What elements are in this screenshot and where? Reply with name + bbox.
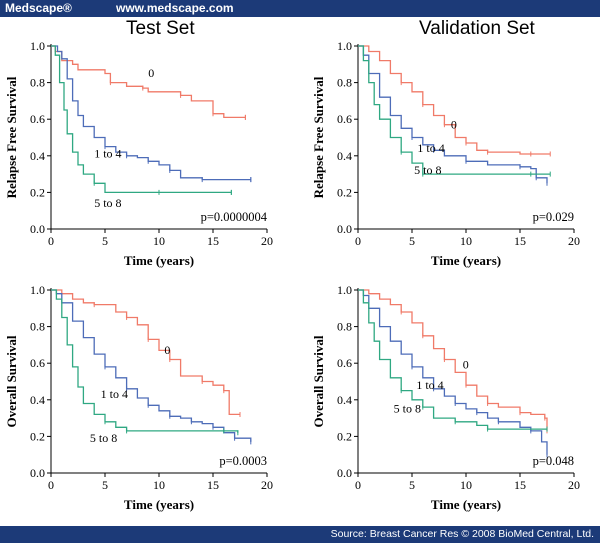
- y-tick-label: 0.4: [337, 393, 352, 407]
- series-line-group-1-to-4: [51, 289, 252, 442]
- x-tick-label: 0: [48, 478, 54, 492]
- x-tick-label: 20: [568, 478, 580, 492]
- x-tick-label: 5: [409, 478, 415, 492]
- x-tick-label: 20: [568, 234, 580, 248]
- y-tick-label: 0.8: [30, 320, 45, 334]
- y-tick-label: 0.0: [30, 466, 45, 480]
- series-line-group-5-to-8: [358, 289, 547, 430]
- x-tick-label: 5: [102, 234, 108, 248]
- x-tick-label: 20: [261, 478, 273, 492]
- x-tick-label: 10: [153, 234, 165, 248]
- y-tick-label: 1.0: [30, 39, 45, 53]
- series-label-group-0: 0: [148, 66, 154, 80]
- x-tick-label: 15: [514, 478, 526, 492]
- series-line-group-1-to-4: [358, 289, 548, 455]
- x-tick-label: 15: [514, 234, 526, 248]
- series-label-group-5-to-8: 5 to 8: [414, 163, 441, 177]
- series-label-group-0: 0: [451, 117, 457, 131]
- x-tick-label: 10: [460, 234, 472, 248]
- series-label-group-0: 0: [463, 358, 469, 372]
- x-tick-label: 0: [355, 234, 361, 248]
- medscape-logo[interactable]: Medscape®: [5, 1, 72, 15]
- x-tick-label: 5: [409, 234, 415, 248]
- series-label-group-1-to-4: 1 to 4: [94, 147, 121, 161]
- x-axis-label: Time (years): [431, 253, 501, 268]
- y-tick-label: 0.8: [30, 76, 45, 90]
- y-tick-label: 0.6: [337, 356, 352, 370]
- series-line-group-5-to-8: [51, 45, 232, 194]
- y-tick-label: 0.8: [337, 320, 352, 334]
- chart-val-os: 0 5 10 15 20 0.0 0.2 0.4 0.6 0.8 1.0 Time (years) Ov…: [311, 283, 580, 512]
- footer-bar: Source: Breast Cancer Res © 2008 BioMed …: [0, 526, 600, 543]
- series-line-group-0: [358, 45, 551, 155]
- x-tick-label: 10: [153, 478, 165, 492]
- series-line-group-0: [358, 289, 548, 431]
- y-axis-label: Overall Survival: [4, 335, 19, 427]
- series-label-group-5-to-8: 5 to 8: [90, 431, 117, 445]
- x-tick-label: 15: [207, 234, 219, 248]
- series-label-group-1-to-4: 1 to 4: [416, 378, 443, 392]
- x-tick-label: 0: [355, 478, 361, 492]
- p-value: p=0.0003: [219, 454, 267, 468]
- y-tick-label: 0.0: [337, 222, 352, 236]
- x-axis-label: Time (years): [124, 497, 194, 512]
- header-bar: Medscape® www.medscape.com: [0, 0, 600, 17]
- y-tick-label: 0.4: [30, 393, 45, 407]
- x-tick-label: 5: [102, 478, 108, 492]
- series-label-group-1-to-4: 1 to 4: [417, 141, 444, 155]
- x-axis-label: Time (years): [431, 497, 501, 512]
- series-line-group-5-to-8: [51, 289, 239, 433]
- x-tick-label: 15: [207, 478, 219, 492]
- chart-val-rfs: 0 5 10 15 20 0.0 0.2 0.4 0.6 0.8 1.0 Time (years) Re…: [311, 39, 580, 268]
- validation-set-title: Validation Set: [419, 18, 535, 39]
- y-tick-label: 0.2: [337, 429, 352, 443]
- site-url[interactable]: www.medscape.com: [116, 1, 234, 15]
- y-tick-label: 0.8: [337, 76, 352, 90]
- y-tick-label: 0.2: [30, 429, 45, 443]
- y-tick-label: 0.2: [337, 185, 352, 199]
- y-tick-label: 1.0: [30, 283, 45, 297]
- y-tick-label: 1.0: [337, 39, 352, 53]
- y-tick-label: 0.6: [337, 112, 352, 126]
- y-axis-label: Relapse Free Survival: [4, 76, 19, 198]
- series-line-group-1-to-4: [358, 45, 548, 184]
- p-value: p=0.029: [533, 210, 574, 224]
- test-set-title: Test Set: [126, 18, 195, 39]
- p-value: p=0.0000004: [201, 210, 268, 224]
- series-line-group-5-to-8: [358, 45, 551, 175]
- y-tick-label: 0.0: [30, 222, 45, 236]
- y-tick-label: 1.0: [337, 283, 352, 297]
- x-tick-label: 0: [48, 234, 54, 248]
- series-label-group-1-to-4: 1 to 4: [101, 387, 128, 401]
- series-label-group-0: 0: [164, 343, 170, 357]
- p-value: p=0.048: [533, 454, 574, 468]
- y-axis-label: Relapse Free Survival: [311, 76, 326, 198]
- series-line-group-0: [51, 289, 240, 416]
- y-tick-label: 0.4: [337, 149, 352, 163]
- x-tick-label: 10: [460, 478, 472, 492]
- chart-test-os: 0 5 10 15 20 0.0 0.2 0.4 0.6 0.8 1.0 Time (years) Ov…: [4, 283, 273, 512]
- x-tick-label: 20: [261, 234, 273, 248]
- y-tick-label: 0.4: [30, 149, 45, 163]
- y-tick-label: 0.2: [30, 185, 45, 199]
- series-label-group-5-to-8: 5 to 8: [394, 402, 421, 416]
- source-citation: Source: Breast Cancer Res © 2008 BioMed …: [330, 528, 594, 540]
- series-line-group-1-to-4: [51, 45, 251, 181]
- y-tick-label: 0.6: [30, 356, 45, 370]
- x-axis-label: Time (years): [124, 253, 194, 268]
- chart-test-rfs: 0 5 10 15 20 0.0 0.2 0.4 0.6 0.8 1.0 Time (years) Re…: [4, 39, 273, 268]
- y-axis-label: Overall Survival: [311, 335, 326, 427]
- series-label-group-5-to-8: 5 to 8: [94, 196, 121, 210]
- y-tick-label: 0.0: [337, 466, 352, 480]
- y-tick-label: 0.6: [30, 112, 45, 126]
- series-line-group-0: [51, 45, 246, 119]
